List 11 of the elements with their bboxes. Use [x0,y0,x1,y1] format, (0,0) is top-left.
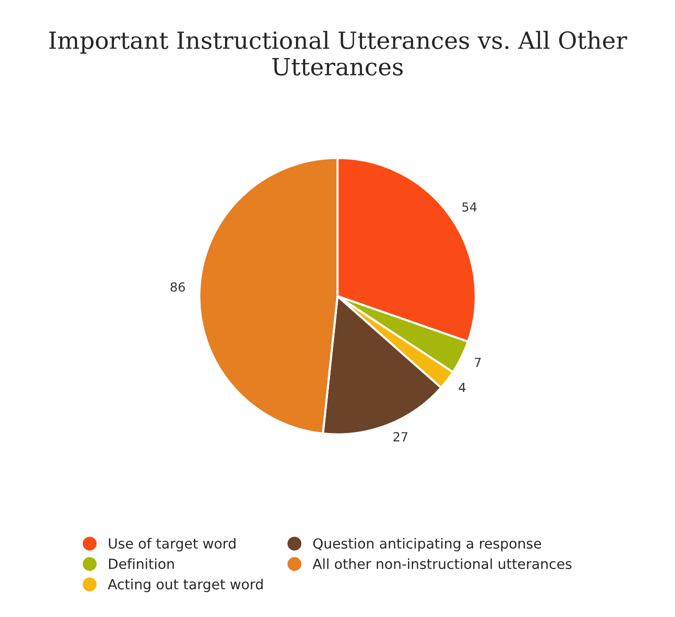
legend-label: Use of target word [108,538,236,552]
legend-label: Acting out target word [108,578,263,592]
data-label: 27 [393,432,408,442]
data-label: 54 [462,202,477,212]
legend-label: Definition [109,558,174,570]
data-label: 86 [170,282,185,292]
legend-label: All other non-instructional utterances [312,558,572,570]
legend-label: Question anticipating a response [313,538,542,552]
data-label: 7 [474,358,481,367]
chart-title: Important Instructional Utterances vs. All Other Utterances [49,30,628,76]
data-label: 4 [458,382,466,392]
